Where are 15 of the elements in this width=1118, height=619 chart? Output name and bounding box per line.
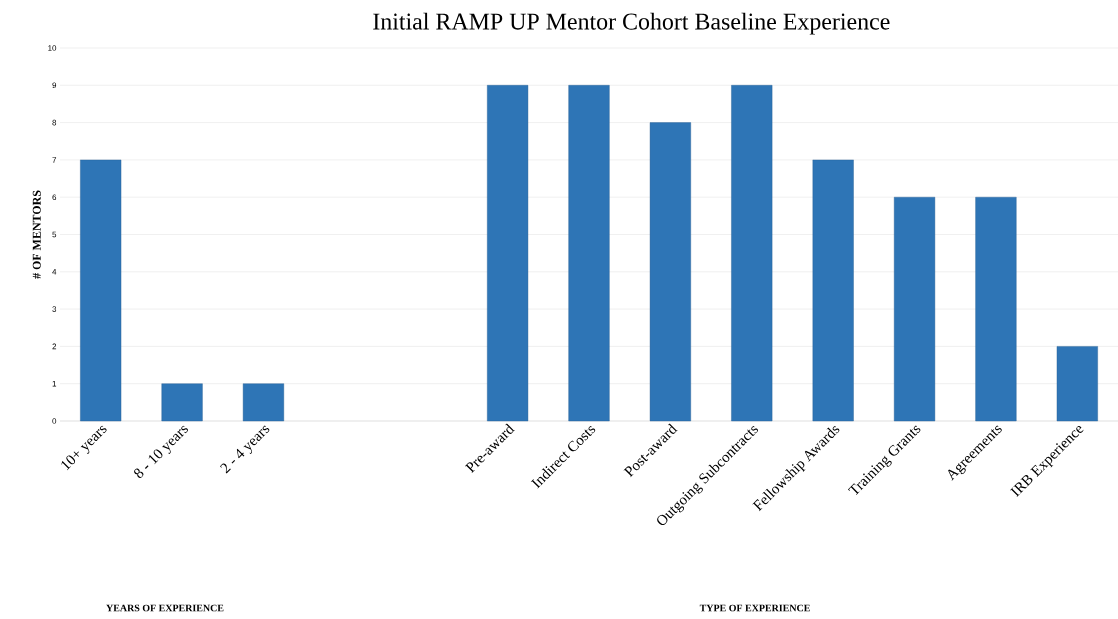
bar [242,383,285,422]
chart-title: Initial RAMP UP Mentor Cohort Baseline Experience [373,12,890,35]
text: YEARS OF EXPERIENCE [106,604,224,612]
bar [894,197,936,422]
bar [1056,346,1098,422]
bar [812,159,854,422]
bar [568,85,610,422]
bar [161,383,203,422]
bar [80,159,122,422]
bar [649,122,691,422]
text: TYPE OF EXPERIENCE [699,604,810,612]
bar [731,85,773,422]
y-axis-title: # OF MENTORS [32,190,41,279]
bar [975,197,1017,422]
bar [487,85,529,422]
